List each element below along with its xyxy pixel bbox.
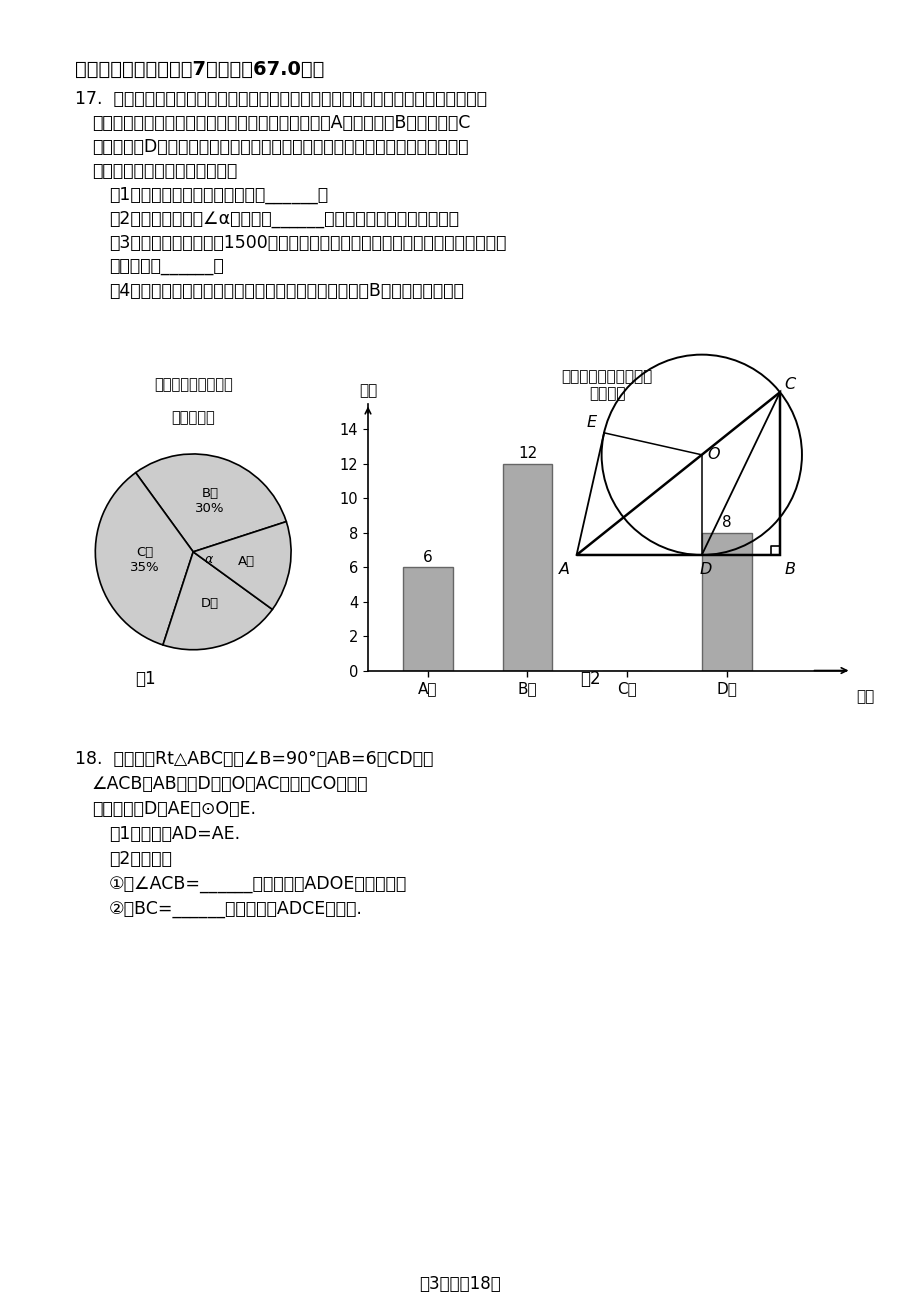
Bar: [701, 533, 751, 671]
Text: 图1: 图1: [134, 671, 155, 687]
Wedge shape: [96, 473, 193, 644]
Text: D级: D级: [200, 596, 219, 609]
Wedge shape: [193, 522, 290, 609]
Text: 第3页，共18页: 第3页，共18页: [419, 1275, 500, 1293]
Text: ∠ACB交AB于点D，点O在AC上，以CO为半径: ∠ACB交AB于点D，点O在AC上，以CO为半径: [92, 775, 369, 793]
Text: 8: 8: [721, 516, 731, 530]
Bar: [502, 464, 551, 671]
Text: 的圆经过点D，AE切⊙O于E.: 的圆经过点D，AE切⊙O于E.: [92, 799, 255, 818]
Text: （1）本次抽样测试的学生人数是______；: （1）本次抽样测试的学生人数是______；: [108, 186, 328, 204]
Text: （2）填空：: （2）填空：: [108, 850, 172, 868]
Text: 级：及格；D级：不及格）并将测试结果绘成了如下两幅不完整的统计图，请根据: 级：及格；D级：不及格）并将测试结果绘成了如下两幅不完整的统计图，请根据: [92, 138, 468, 156]
Text: （3）该校八年级有学生1500名，如果全部参加这次体育科目测试，那么估计不及: （3）该校八年级有学生1500名，如果全部参加这次体育科目测试，那么估计不及: [108, 234, 505, 253]
Text: 人数: 人数: [358, 384, 377, 398]
Bar: [403, 568, 452, 671]
Text: 17.  某学校为了解在校生的体能素质情况，从全校八年级学生中随机抽取了部分学生进: 17. 某学校为了解在校生的体能素质情况，从全校八年级学生中随机抽取了部分学生进: [75, 90, 486, 108]
Text: 体育测试各等级学生: 体育测试各等级学生: [153, 378, 233, 392]
Text: 四、解答题（本大题共7小题，共67.0分）: 四、解答题（本大题共7小题，共67.0分）: [75, 60, 324, 79]
Text: B: B: [784, 561, 795, 577]
Text: A: A: [558, 561, 569, 577]
Text: B级
30%: B级 30%: [195, 487, 224, 514]
Text: 6: 6: [423, 549, 432, 565]
Wedge shape: [163, 552, 272, 650]
Text: C级
35%: C级 35%: [130, 547, 160, 574]
Text: （2）扇形统计图中∠α的度数是______，并把条形统计图补充完整；: （2）扇形统计图中∠α的度数是______，并把条形统计图补充完整；: [108, 210, 459, 228]
Text: （1）求证：AD=AE.: （1）求证：AD=AE.: [108, 825, 240, 842]
Text: 12: 12: [517, 447, 537, 461]
Text: （4）测试老师从被测学生中随机抽取一名，所抽学生为B级的概率是多少？: （4）测试老师从被测学生中随机抽取一名，所抽学生为B级的概率是多少？: [108, 283, 463, 299]
Text: 18.  如图，在Rt△ABC中，∠B=90°，AB=6，CD平分: 18. 如图，在Rt△ABC中，∠B=90°，AB=6，CD平分: [75, 750, 433, 768]
Text: C: C: [784, 376, 795, 392]
Text: 格的人数为______；: 格的人数为______；: [108, 258, 223, 276]
Text: 等级: 等级: [856, 689, 874, 704]
Text: ①当∠ACB=______时，四边形ADOE是正方形；: ①当∠ACB=______时，四边形ADOE是正方形；: [108, 875, 407, 893]
Text: A级: A级: [237, 555, 255, 568]
Text: 统计图中的信息解答下列问题：: 统计图中的信息解答下列问题：: [92, 161, 237, 180]
Text: 图2: 图2: [579, 671, 600, 687]
Text: D: D: [698, 561, 711, 577]
Wedge shape: [135, 454, 286, 552]
Text: O: O: [707, 448, 720, 462]
Text: 行了一次体育科目测试（把测试结果分为四个等级：A级：优秀；B级：良好；C: 行了一次体育科目测试（把测试结果分为四个等级：A级：优秀；B级：良好；C: [92, 115, 470, 132]
Text: E: E: [586, 415, 596, 430]
Title: 体育测试各等级学生人
数条形图: 体育测试各等级学生人 数条形图: [561, 368, 652, 401]
Text: α: α: [204, 553, 212, 566]
Text: ②当BC=______时，四边形ADCE是菱形.: ②当BC=______时，四边形ADCE是菱形.: [108, 900, 362, 918]
Text: 人数扇形图: 人数扇形图: [171, 410, 215, 426]
